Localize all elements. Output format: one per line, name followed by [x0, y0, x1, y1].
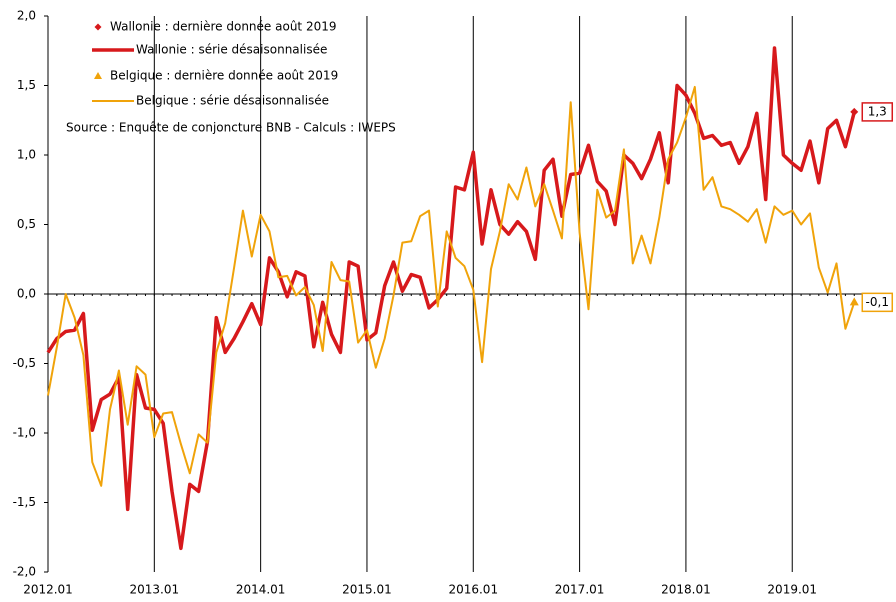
x-tick-label: 2016.01	[448, 583, 498, 597]
y-tick-label: 2,0	[17, 9, 36, 23]
legend-label: Wallonie : dernière donnée août 2019	[110, 20, 336, 34]
y-tick-label: -2,0	[13, 565, 36, 579]
x-tick-label: 2019.01	[767, 583, 817, 597]
value-label: 1,3	[868, 104, 887, 118]
legend-label: Belgique : dernière donnée août 2019	[110, 69, 338, 83]
value-label-box	[861, 102, 894, 122]
x-tick-label: 2013.01	[130, 583, 180, 597]
x-tick-label: 2015.01	[342, 583, 392, 597]
y-tick-label: 1,5	[17, 78, 36, 92]
x-tick-label: 2012.01	[23, 583, 73, 597]
value-label: -0,1	[866, 295, 889, 309]
source-note: Source : Enquête de conjoncture BNB - Ca…	[66, 121, 396, 135]
last-point-marker	[849, 297, 859, 306]
value-label-box	[861, 292, 894, 313]
y-tick-label: 1,0	[17, 148, 36, 162]
y-tick-label: -0,5	[13, 356, 36, 370]
legend-label: Wallonie : série désaisonnalisée	[136, 43, 327, 57]
x-tick-label: 2017.01	[555, 583, 605, 597]
y-tick-label: 0,5	[17, 217, 36, 231]
series-line	[47, 85, 856, 487]
series-line	[46, 46, 856, 551]
y-tick-label: -1,5	[13, 495, 36, 509]
x-tick-label: 2018.01	[661, 583, 711, 597]
y-tick-label: -1,0	[13, 426, 36, 440]
y-tick-label: 0,0	[17, 287, 36, 301]
legend-marker	[94, 72, 102, 79]
legend-label: Belgique : série désaisonnalisée	[136, 94, 329, 108]
x-tick-label: 2014.01	[236, 583, 286, 597]
legend-marker	[94, 23, 102, 31]
